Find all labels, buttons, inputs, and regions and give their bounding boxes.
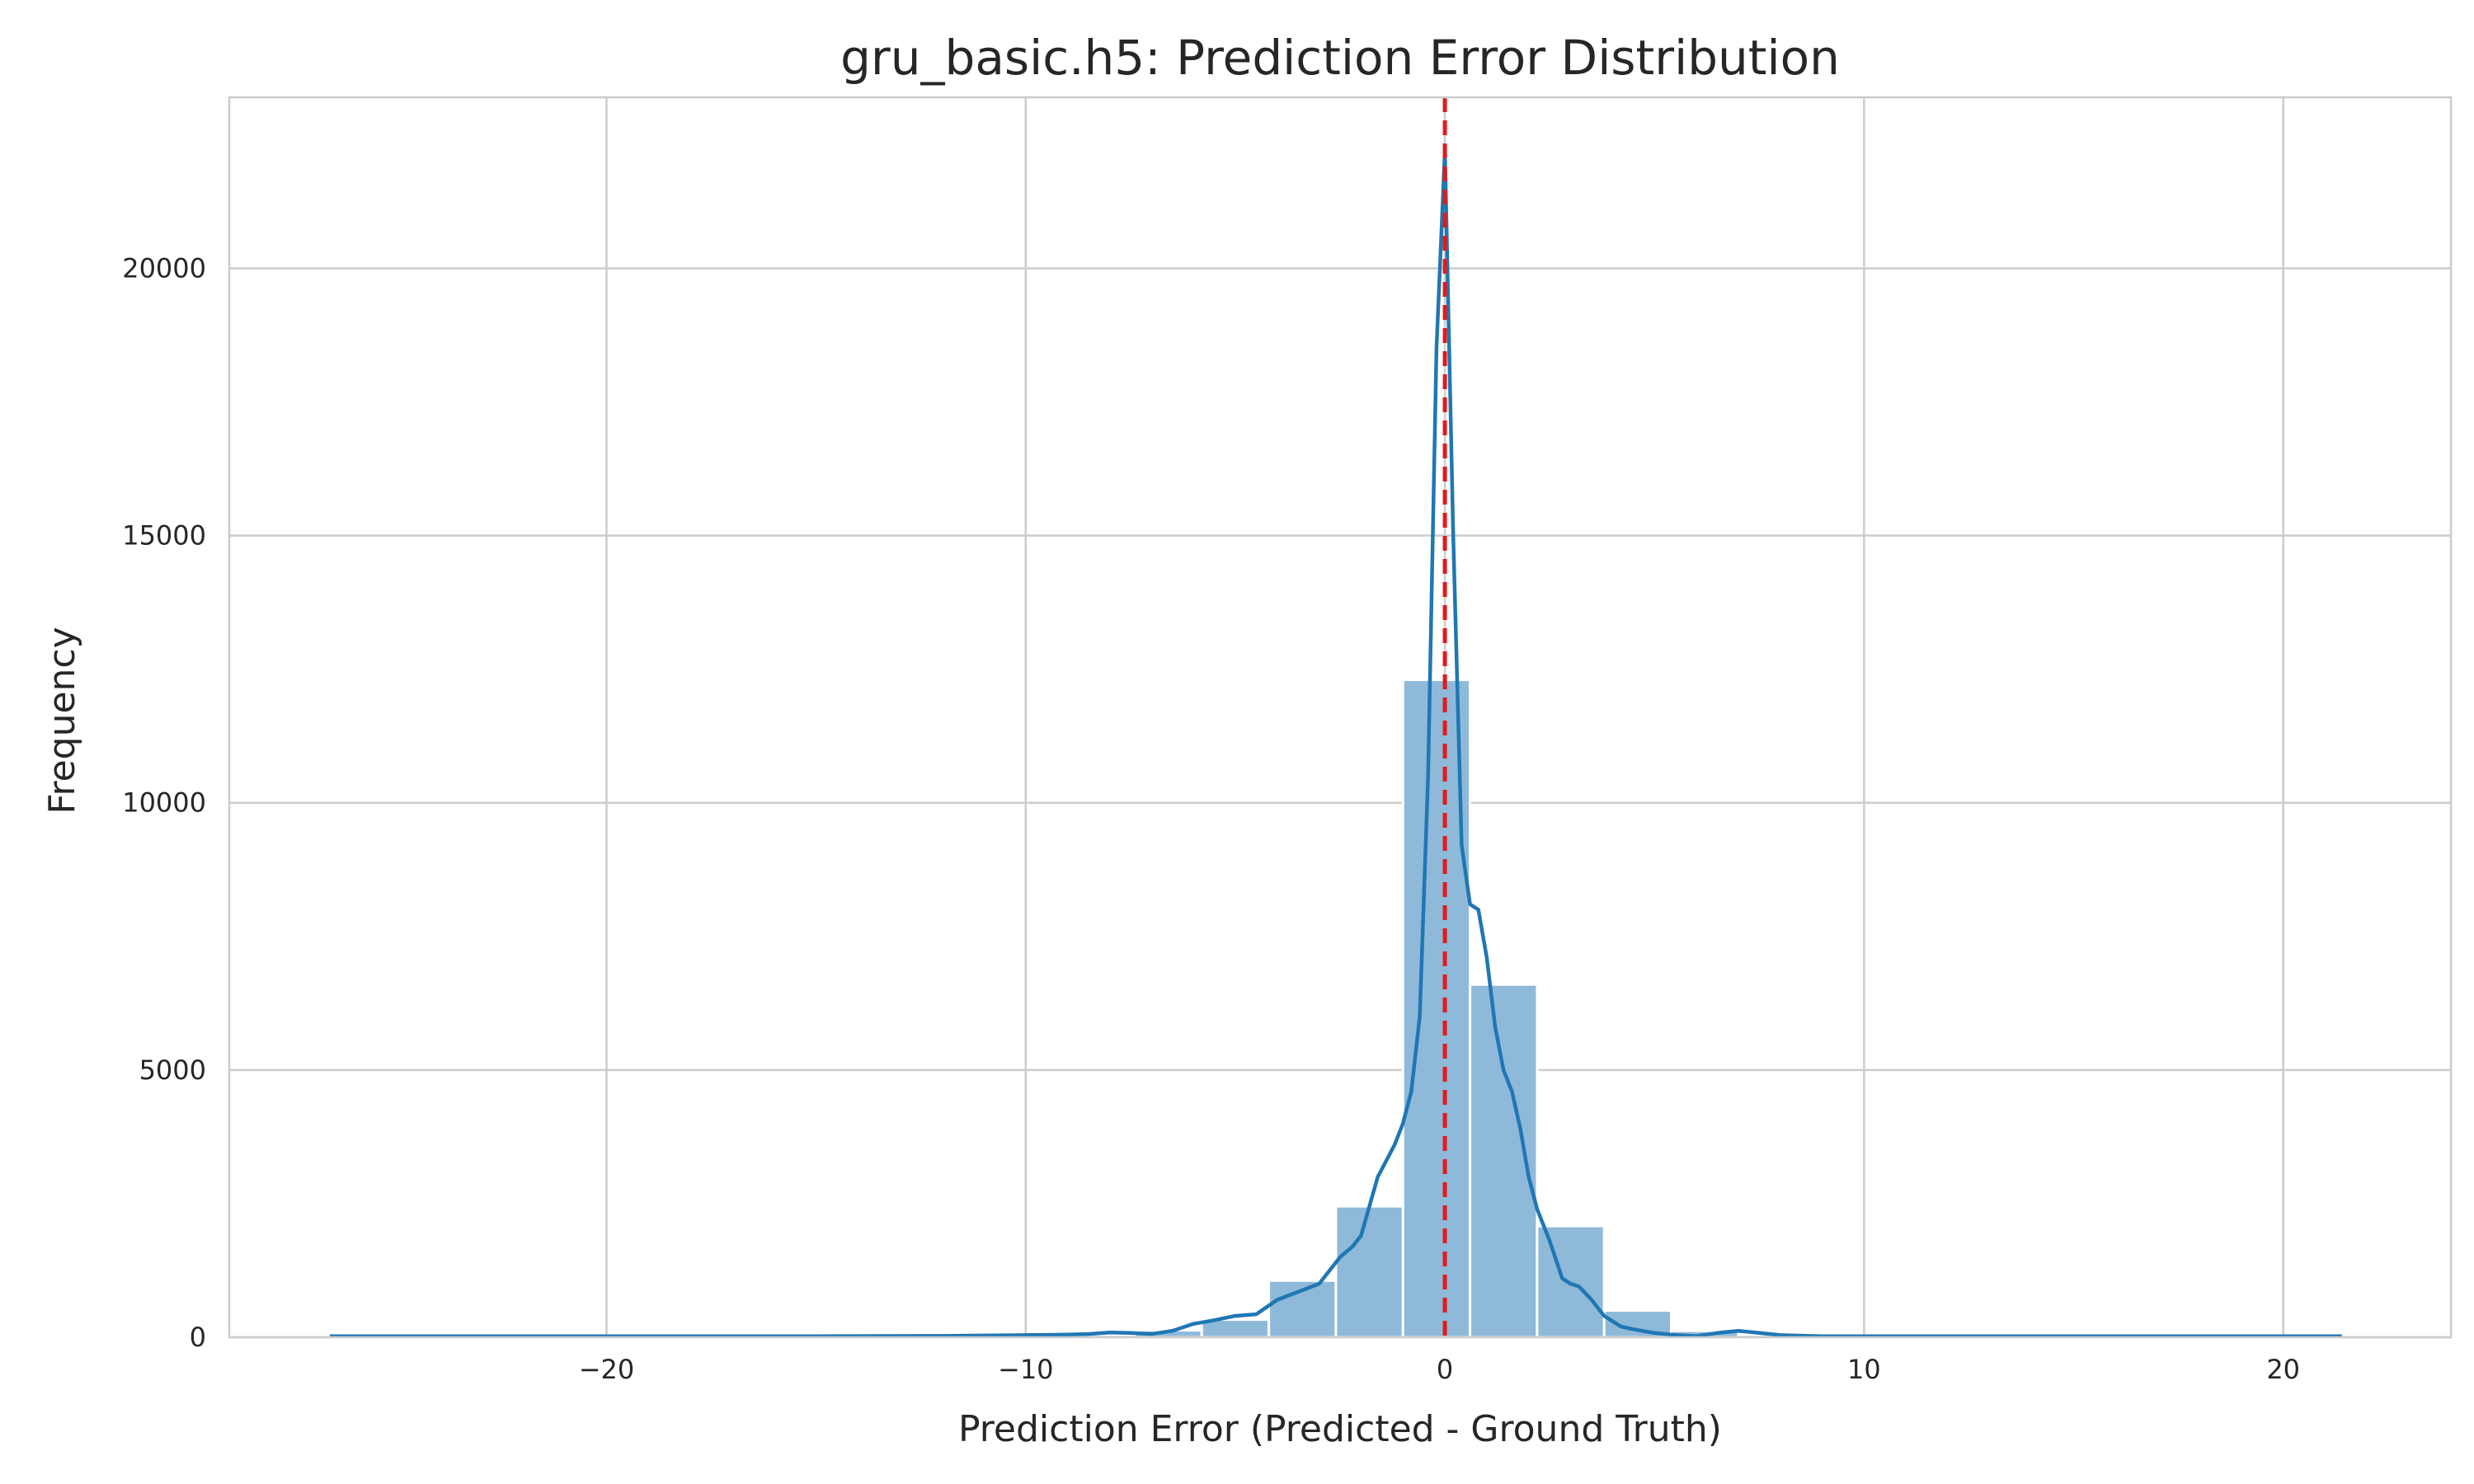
y-tick-label: 15000: [122, 520, 206, 552]
x-tick-label: 20: [2266, 1354, 2300, 1385]
y-tick-label: 10000: [122, 787, 206, 819]
x-axis-label: Prediction Error (Predicted - Ground Tru…: [958, 1408, 1722, 1450]
x-tick-label: 10: [1847, 1354, 1881, 1385]
y-tick-label: 0: [190, 1322, 206, 1353]
x-tick-label: −10: [998, 1354, 1054, 1385]
x-tick-label: 0: [1437, 1354, 1453, 1385]
x-tick-label: −20: [579, 1354, 635, 1385]
y-tick-label: 5000: [139, 1054, 206, 1086]
kde-layer: [330, 148, 2342, 1338]
y-axis-label: Frequency: [41, 627, 83, 814]
histogram-bar: [1334, 1205, 1404, 1339]
chart-title: gru_basic.h5: Prediction Error Distribut…: [840, 30, 1840, 86]
kde-curve: [330, 148, 2342, 1338]
tick-labels: −20 −10 0 10 20 0 5000 10000 15000 20000: [122, 252, 2300, 1385]
y-tick-label: 20000: [122, 252, 206, 284]
plot-frame: [228, 96, 2453, 1339]
